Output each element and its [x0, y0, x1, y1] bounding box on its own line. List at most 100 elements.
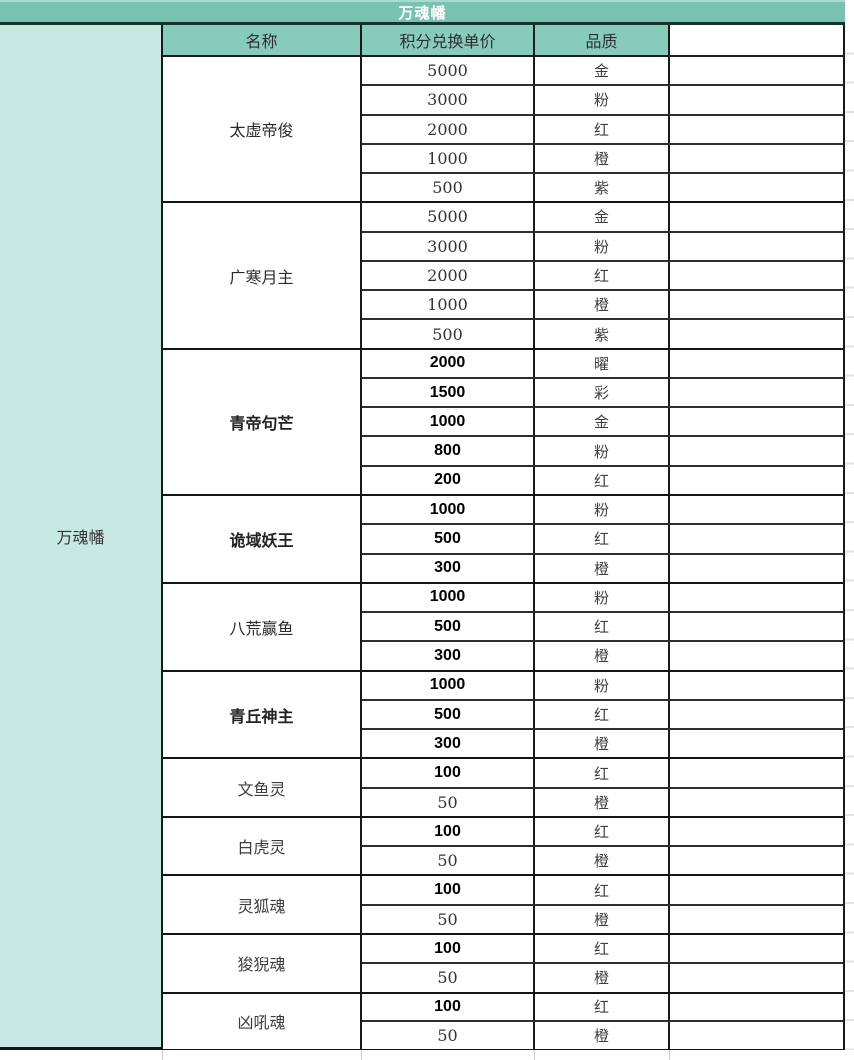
empty-cell	[670, 320, 843, 348]
table-row: 500 红	[362, 613, 843, 643]
price-cell: 50	[362, 788, 535, 816]
category-merged-cell: 万魂幡	[0, 25, 163, 1050]
table-row: 50 橙	[362, 905, 843, 934]
quality-cell: 红	[535, 525, 670, 553]
price-cell: 5000	[362, 203, 535, 231]
empty-cell	[670, 115, 843, 143]
item-group: 广寒月主 5000 金 3000 粉 2000 红 1000 橙 500 紫	[163, 203, 843, 350]
price-cell: 2000	[362, 115, 535, 143]
quality-cell: 粉	[535, 232, 670, 260]
item-group: 白虎灵 100 红 50 橙	[163, 817, 843, 877]
table-row: 300 橙	[362, 730, 843, 758]
empty-cell	[670, 525, 843, 553]
quality-cell: 红	[535, 817, 670, 846]
empty-cell	[670, 905, 843, 934]
table-row: 50 橙	[362, 847, 843, 875]
table-row: 300 橙	[362, 554, 843, 582]
item-group: 太虚帝俊 5000 金 3000 粉 2000 红 1000 橙 500 紫	[163, 57, 843, 204]
table-row: 1500 彩	[362, 378, 843, 409]
table-row: 100 红	[362, 759, 843, 789]
group-name-cell: 太虚帝俊	[163, 57, 362, 202]
empty-cell	[670, 466, 843, 495]
quality-cell: 紫	[535, 174, 670, 202]
price-cell: 800	[362, 437, 535, 465]
quality-cell: 曜	[535, 349, 670, 377]
table-row: 1000 粉	[362, 496, 843, 526]
empty-cell	[670, 408, 843, 436]
table-row: 500 紫	[362, 320, 843, 348]
empty-cell	[670, 378, 843, 407]
item-group: 狻猊魂 100 红 50 橙	[163, 935, 843, 994]
item-group: 青帝句芒 2000 曜 1500 彩 1000 金 800 粉 200 红	[163, 349, 843, 497]
price-cell: 100	[362, 817, 535, 846]
group-name-cell: 狻猊魂	[163, 935, 362, 992]
quality-cell: 橙	[535, 905, 670, 934]
empty-cell	[670, 203, 843, 231]
table-row: 100 红	[362, 935, 843, 965]
price-cell: 1000	[362, 583, 535, 612]
price-cell: 500	[362, 174, 535, 202]
empty-cell	[670, 993, 843, 1021]
price-cell: 100	[362, 759, 535, 787]
empty-cell	[670, 583, 843, 612]
header-quality: 品质	[535, 25, 670, 55]
grid-line-segment	[163, 1050, 362, 1060]
item-group: 文鱼灵 100 红 50 橙	[163, 759, 843, 818]
quality-cell: 橙	[535, 730, 670, 758]
empty-cell	[670, 554, 843, 582]
quality-cell: 橙	[535, 964, 670, 992]
quality-cell: 粉	[535, 496, 670, 524]
price-cell: 1000	[362, 671, 535, 699]
empty-cell	[670, 1022, 843, 1050]
price-cell: 1000	[362, 496, 535, 524]
empty-cell	[670, 817, 843, 846]
price-cell: 100	[362, 993, 535, 1021]
table-groups: 太虚帝俊 5000 金 3000 粉 2000 红 1000 橙 500 紫广寒月主 5000 金 300…	[163, 57, 843, 1050]
group-name-cell: 青丘神主	[163, 671, 362, 758]
price-cell: 1000	[362, 408, 535, 436]
empty-cell	[670, 671, 843, 699]
table-body-row: 万魂幡 名称 积分兑换单价 品质 太虚帝俊 5000 金 3000 粉 2000 红 1000…	[0, 25, 854, 1050]
grid-line-segment	[362, 1050, 535, 1060]
quality-cell: 橙	[535, 144, 670, 173]
empty-cell	[670, 935, 843, 963]
price-cell: 500	[362, 613, 535, 641]
quality-cell: 红	[535, 115, 670, 143]
table-row: 50 橙	[362, 1022, 843, 1050]
table-row: 2000 红	[362, 261, 843, 292]
price-cell: 5000	[362, 57, 535, 85]
price-cell: 50	[362, 847, 535, 875]
empty-cell	[670, 642, 843, 670]
empty-cell	[670, 57, 843, 85]
empty-cell	[670, 437, 843, 465]
group-rows: 100 红 50 橙	[362, 876, 843, 934]
group-name-cell: 诡域妖王	[163, 496, 362, 582]
price-cell: 1500	[362, 378, 535, 407]
quality-cell: 紫	[535, 320, 670, 348]
empty-cell	[670, 876, 843, 904]
grid-bottom-strip	[0, 1050, 854, 1060]
quality-cell: 红	[535, 613, 670, 641]
empty-cell	[670, 964, 843, 992]
table-row: 50 橙	[362, 964, 843, 992]
empty-cell	[670, 700, 843, 729]
empty-cell	[670, 174, 843, 202]
price-cell: 50	[362, 905, 535, 934]
price-cell: 1000	[362, 144, 535, 173]
quality-cell: 粉	[535, 671, 670, 699]
quality-cell: 红	[535, 759, 670, 787]
quality-cell: 金	[535, 408, 670, 436]
table-title-cell: 万魂幡	[0, 0, 845, 25]
quality-cell: 粉	[535, 583, 670, 612]
table-row: 800 粉	[362, 437, 843, 467]
quality-cell: 红	[535, 876, 670, 904]
empty-cell	[670, 349, 843, 377]
item-group: 诡域妖王 1000 粉 500 红 300 橙	[163, 496, 843, 584]
table-row: 500 紫	[362, 174, 843, 202]
quality-cell: 彩	[535, 378, 670, 407]
table-row: 1000 粉	[362, 583, 843, 614]
empty-cell	[670, 496, 843, 524]
quality-cell: 橙	[535, 847, 670, 875]
header-name: 名称	[163, 25, 362, 55]
table-row: 1000 橙	[362, 144, 843, 175]
